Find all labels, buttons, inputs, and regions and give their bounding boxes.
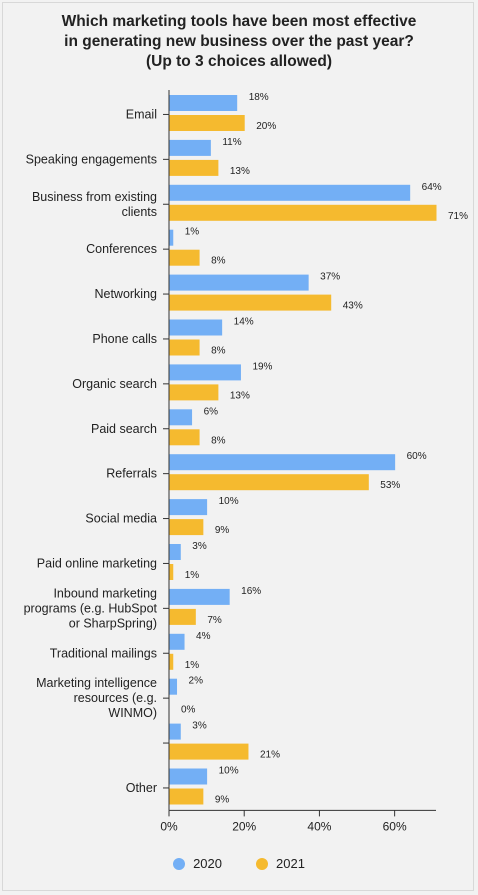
bar-value-label-2021: 7% [207,615,222,626]
legend-swatch-2020 [173,857,186,870]
bar-value-label-2020: 14% [234,317,254,328]
category-label: Referrals [106,467,157,481]
bar-value-label-2020: 3% [192,721,207,732]
bar-value-label-2021: 9% [215,525,230,536]
bar-value-label-2020: 11% [222,137,241,148]
bar-value-label-2020: 1% [185,227,200,238]
bar-value-label-2020: 60% [407,451,427,462]
bar-value-label-2020: 6% [204,406,219,417]
bar-value-label-2021: 9% [215,795,230,806]
x-tick-label: 20% [232,819,256,833]
category-label: Networking [94,287,157,301]
bar-2020 [169,678,178,695]
bar-2020 [169,499,208,516]
legend-item-2021: 2021 [256,856,305,871]
bar-2020 [169,454,396,471]
bar-value-label-2020: 18% [249,92,269,103]
bar-2021 [169,743,249,760]
x-tick-label: 40% [307,819,331,833]
bar-2020 [169,274,309,291]
bar-2021 [169,519,204,536]
category-label: Inbound marketing programs (e.g. HubSpot o… [24,586,158,630]
bar-2020 [169,95,238,111]
category-label: Traditional mailings [50,646,157,660]
category-label: Phone calls [92,332,157,346]
bar-value-label-2020: 10% [219,496,239,507]
bar-2020 [169,409,193,426]
chart-title-line-3: (Up to 3 choices allowed) [145,53,333,70]
bar-value-label-2020: 64% [422,182,442,193]
category-label: Email [126,107,157,121]
bar-2021 [169,294,332,311]
bar-value-label-2021: 13% [230,390,250,401]
bar-value-label-2020: 2% [189,676,204,687]
chart-legend: 2020 2021 [0,856,478,871]
chart-title-line-1: Which marketing tools have been most eff… [61,13,417,30]
bar-value-label-2020: 37% [320,272,340,283]
bar-2021 [169,608,196,625]
category-label: Conferences [86,242,157,256]
category-label: Business from existing clients [32,190,157,219]
x-tick-label: 0% [160,819,178,833]
bar-2020 [169,633,185,650]
bar-value-label-2021: 8% [211,256,226,267]
bar-value-label-2021: 8% [211,435,226,446]
bar-value-label-2021: 43% [343,301,363,312]
bar-2021 [169,653,174,670]
category-label: Paid online marketing [37,556,157,570]
bar-2021 [169,429,200,446]
bar-value-label-2021: 21% [260,750,280,761]
legend-swatch-2021 [256,857,268,870]
bar-2020 [169,723,181,740]
bar-2021 [169,159,219,176]
bar-2021 [169,204,437,221]
bar-2021 [169,339,200,356]
bar-value-label-2021: 0% [181,705,196,716]
category-label: Social media [85,512,157,526]
bar-value-label-2021: 13% [230,166,250,177]
category-label: Paid search [91,422,157,436]
bar-2020 [169,184,411,201]
bar-2021 [169,115,245,131]
legend-label-2020: 2020 [193,856,222,871]
bar-2020 [169,768,208,785]
bar-value-label-2021: 20% [256,121,276,132]
bar-2021 [169,474,369,491]
bar-2020 [169,319,223,336]
chart-title: Which marketing tools have been most eff… [0,12,478,72]
x-tick-label: 60% [383,819,407,833]
category-label: Organic search [72,377,157,391]
bar-2020 [169,544,181,560]
bar-2020 [169,229,174,246]
bar-value-label-2021: 53% [380,480,400,491]
bar-value-label-2020: 3% [192,541,207,552]
bar-value-label-2020: 10% [219,766,239,777]
bar-2021 [169,788,204,805]
bar-value-label-2021: 8% [211,346,226,357]
bar-2020 [169,139,211,156]
category-label: Speaking engagements [26,152,157,166]
bar-2021 [169,564,174,580]
bar-2021 [169,249,200,266]
legend-item-2020: 2020 [173,856,222,871]
bar-2020 [169,588,230,605]
legend-label-2021: 2021 [276,856,305,871]
bar-value-label-2021: 71% [448,211,468,222]
chart-title-line-2: in generating new business over the past… [64,33,414,50]
bar-value-label-2020: 19% [252,361,272,372]
bar-value-label-2021: 1% [185,570,200,581]
bar-value-label-2020: 16% [241,586,261,597]
bar-2021 [169,384,219,401]
bar-value-label-2021: 1% [185,660,200,671]
bar-value-label-2020: 4% [196,631,211,642]
bar-2020 [169,364,241,381]
category-label: Other [126,781,157,795]
category-label: Marketing intelligence resources (e.g. WIN… [36,676,157,720]
